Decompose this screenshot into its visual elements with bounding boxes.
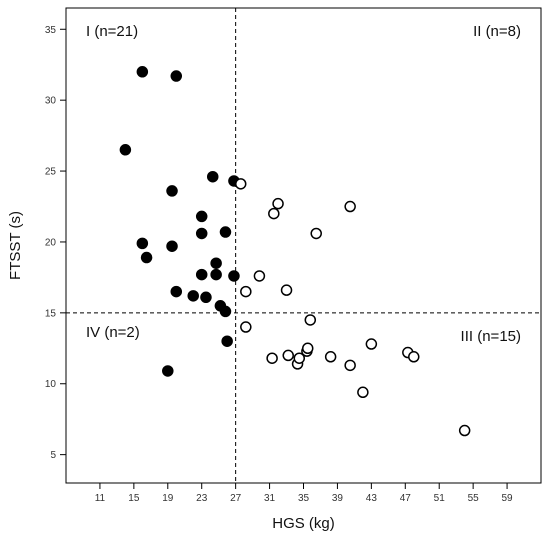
data-point-filled <box>195 268 208 281</box>
y-tick-label: 30 <box>45 96 57 107</box>
data-point-open <box>234 178 247 190</box>
data-point-open <box>253 270 266 282</box>
x-tick-label: 39 <box>332 493 344 504</box>
x-axis-title: HGS (kg) <box>272 515 335 532</box>
x-tick-label: 19 <box>162 493 174 504</box>
data-point-open <box>365 338 378 350</box>
data-point-open <box>344 200 356 213</box>
data-point-open <box>310 227 322 240</box>
data-point-open <box>268 207 280 220</box>
quadrant-label-bottom-right: III (n=15) <box>461 328 521 345</box>
data-point-filled <box>219 226 232 238</box>
y-tick-label: 10 <box>45 379 57 390</box>
x-tick-label: 23 <box>196 493 208 504</box>
data-point-open <box>301 342 314 355</box>
y-tick-label: 20 <box>45 237 57 248</box>
data-point-open <box>272 197 284 210</box>
data-point-filled <box>219 305 232 318</box>
x-tick-label: 15 <box>128 493 140 504</box>
quadrant-label-bottom-left: IV (n=2) <box>86 324 140 341</box>
x-tick-label: 27 <box>230 493 242 504</box>
quadrant-labels: I (n=21) II (n=8) III (n=15) IV (n=2) <box>86 23 521 345</box>
data-point-filled <box>162 365 174 377</box>
data-point-filled <box>166 240 178 252</box>
data-point-open <box>282 349 294 362</box>
y-tick-label: 5 <box>50 450 56 461</box>
data-point-filled <box>195 210 208 223</box>
data-point-open <box>293 352 306 364</box>
x-tick-label: 51 <box>434 493 446 504</box>
x-tick-label: 59 <box>502 493 514 504</box>
x-tick-label: 35 <box>298 493 310 504</box>
data-point-open <box>266 352 278 364</box>
data-point-filled <box>136 66 149 78</box>
data-point-filled <box>119 144 132 156</box>
x-tick-label: 11 <box>95 493 106 504</box>
data-point-filled <box>195 227 208 240</box>
data-point-filled <box>221 335 233 347</box>
data-point-open <box>280 284 293 296</box>
data-point-filled <box>136 237 149 250</box>
data-point-filled <box>228 270 240 282</box>
data-point-open <box>304 314 317 326</box>
x-tick-label: 43 <box>366 493 378 504</box>
y-axis-ticks: 5 10 15 20 25 30 35 <box>45 25 66 461</box>
data-point-filled <box>200 291 212 304</box>
data-points <box>119 66 471 437</box>
y-axis-title: FTSST (s) <box>7 211 24 280</box>
cutoff-lines <box>66 8 541 483</box>
data-point-filled <box>170 70 183 82</box>
data-point-filled <box>140 251 153 264</box>
quadrant-label-top-right: II (n=8) <box>473 23 521 40</box>
x-tick-label: 47 <box>400 493 412 504</box>
x-axis-ticks: 11 15 19 23 27 31 35 39 43 47 51 55 59 <box>95 483 513 504</box>
y-tick-label: 35 <box>45 25 57 36</box>
data-point-filled <box>206 170 219 183</box>
y-tick-label: 25 <box>45 167 57 178</box>
data-point-open <box>357 386 369 399</box>
data-point-open <box>408 351 420 363</box>
x-tick-label: 55 <box>468 493 480 504</box>
data-point-open <box>324 351 337 363</box>
data-point-filled <box>166 185 178 197</box>
data-point-open <box>458 424 471 437</box>
data-point-open <box>344 359 356 372</box>
data-point-filled <box>210 268 222 281</box>
data-point-filled <box>170 285 183 298</box>
data-point-open <box>240 285 252 298</box>
x-tick-label: 31 <box>264 493 276 504</box>
y-tick-label: 15 <box>45 308 57 319</box>
data-point-open <box>240 321 252 333</box>
data-point-filled <box>210 257 222 269</box>
data-point-filled <box>187 290 199 302</box>
quadrant-label-top-left: I (n=21) <box>86 23 138 40</box>
